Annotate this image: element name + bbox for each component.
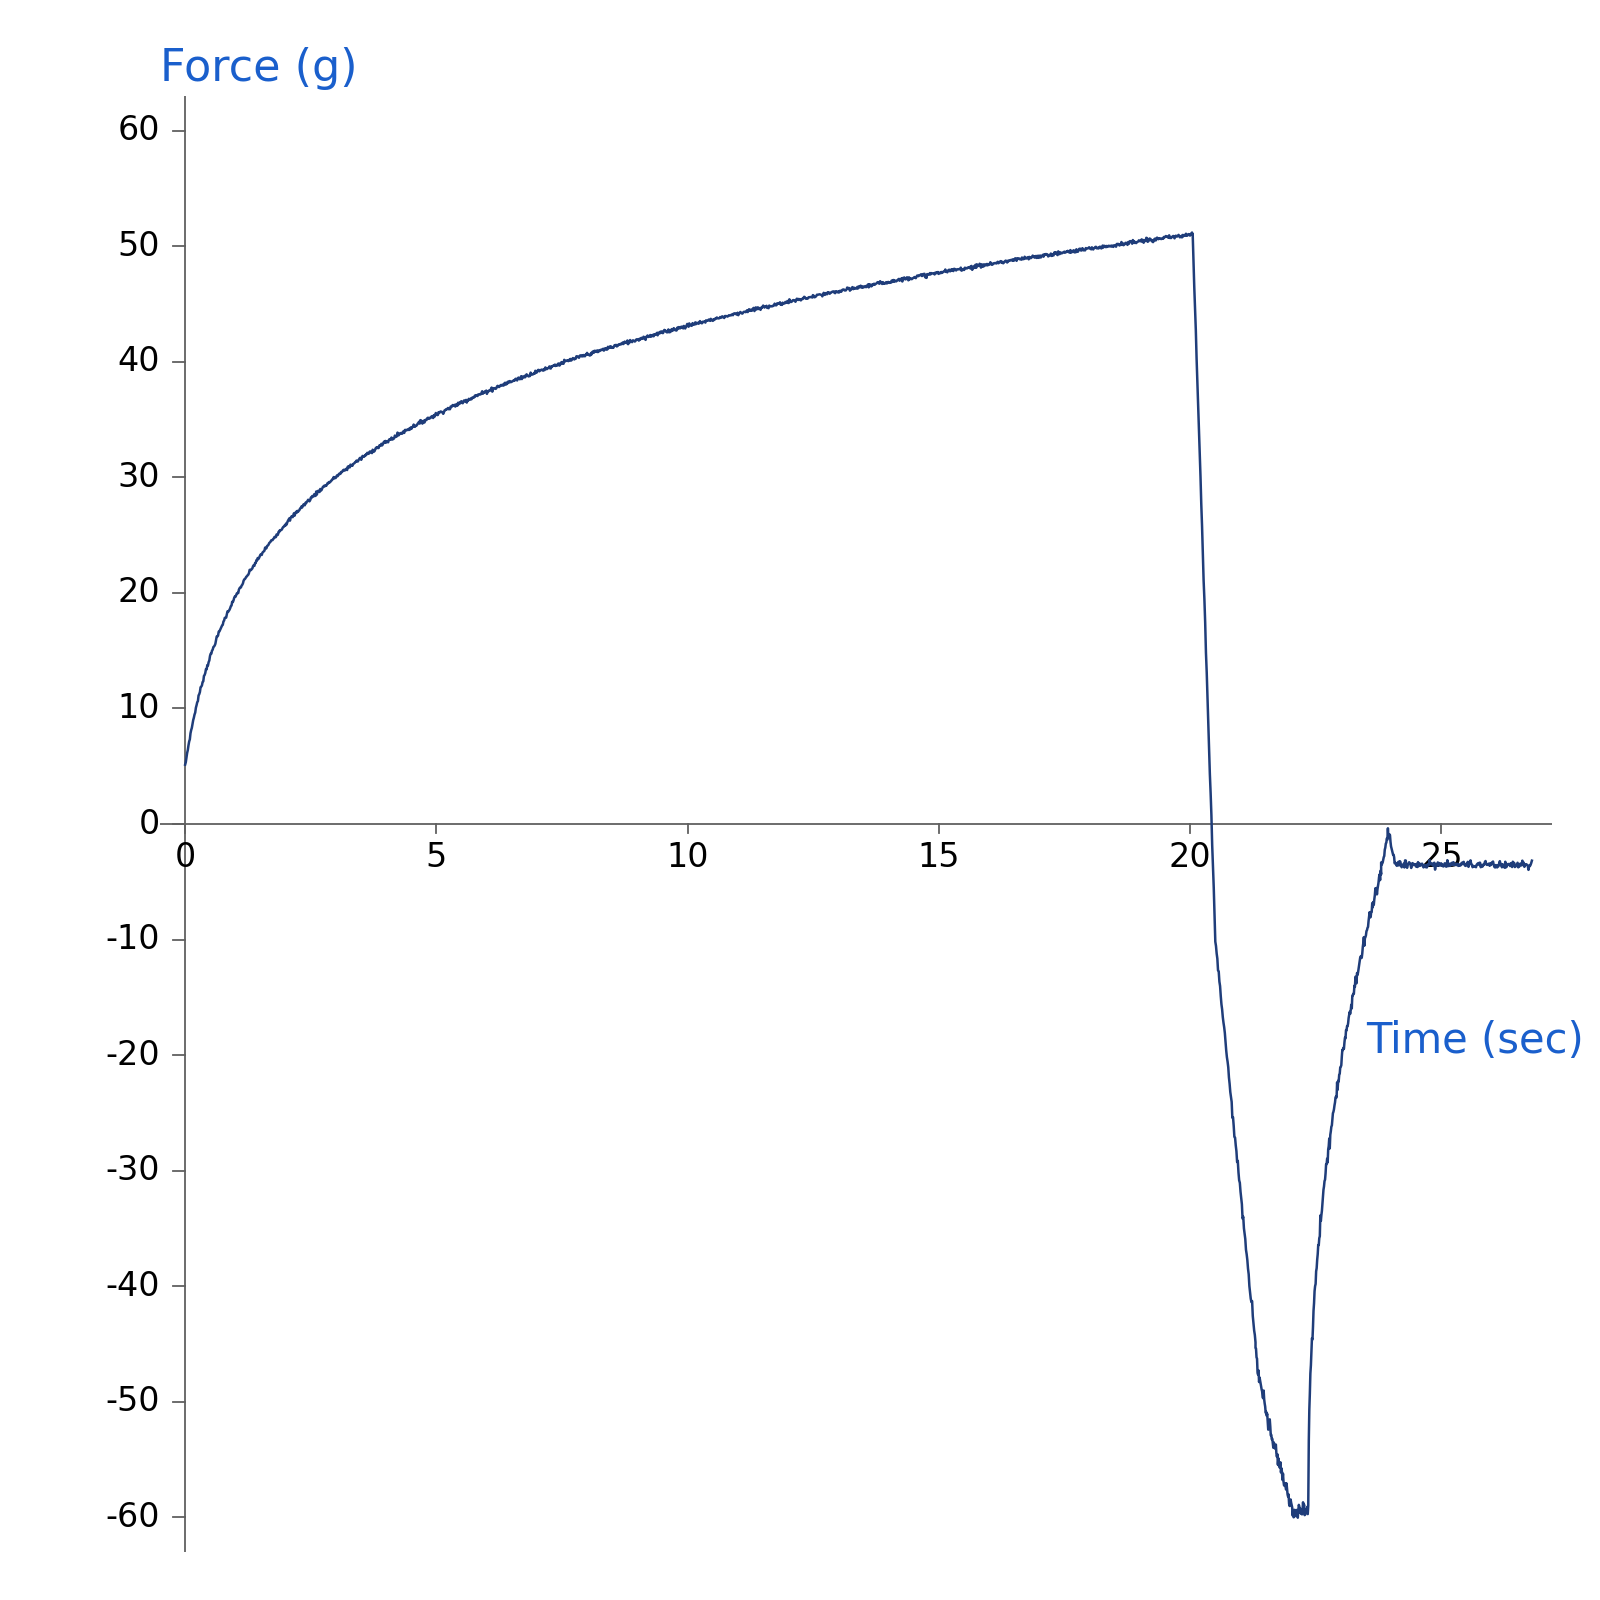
Text: -20: -20 — [106, 1038, 160, 1072]
Text: -60: -60 — [106, 1501, 160, 1534]
Text: -40: -40 — [106, 1270, 160, 1302]
Text: 20: 20 — [1170, 842, 1211, 874]
Text: 15: 15 — [918, 842, 960, 874]
Text: 0: 0 — [174, 842, 195, 874]
Text: 50: 50 — [117, 230, 160, 262]
Text: 40: 40 — [117, 346, 160, 378]
Text: 10: 10 — [667, 842, 709, 874]
Text: 10: 10 — [117, 691, 160, 725]
Text: Time (sec): Time (sec) — [1366, 1021, 1584, 1062]
Text: 60: 60 — [117, 114, 160, 147]
Text: -30: -30 — [106, 1154, 160, 1187]
Text: 30: 30 — [117, 461, 160, 494]
Text: -10: -10 — [106, 923, 160, 957]
Text: 20: 20 — [117, 576, 160, 610]
Text: 5: 5 — [426, 842, 446, 874]
Text: -50: -50 — [106, 1386, 160, 1418]
Text: 0: 0 — [139, 808, 160, 840]
Text: 25: 25 — [1421, 842, 1462, 874]
Text: Force (g): Force (g) — [160, 48, 357, 90]
